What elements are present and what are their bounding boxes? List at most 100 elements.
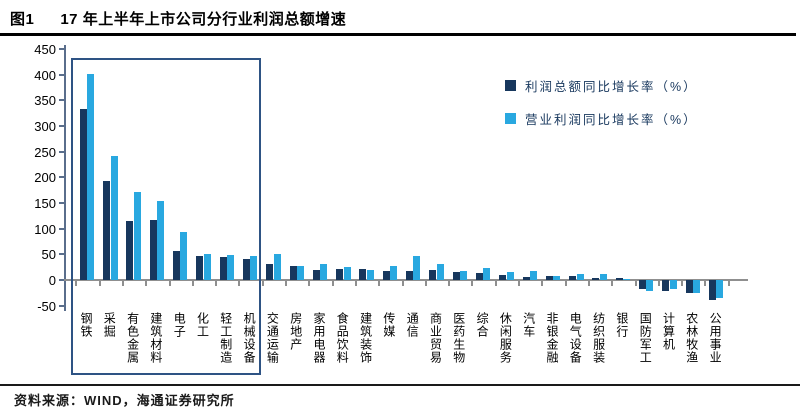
x-axis-tick-mark (168, 281, 171, 286)
category-label: 综合 (475, 312, 490, 338)
y-axis-tick-label: 150 (34, 196, 56, 211)
x-axis-tick-mark (401, 281, 404, 286)
figure-title: 图1 17 年上半年上市公司分行业利润总额增速 (10, 8, 790, 29)
y-axis-tick-mark (59, 150, 64, 153)
bar-profit-total (429, 270, 437, 280)
category-label: 通信 (405, 312, 420, 338)
bar-operating-profit (296, 266, 304, 280)
legend-item-operating-profit: 营业利润同比增长率（%） (505, 109, 698, 128)
legend-item-profit-total: 利润总额同比增长率（%） (505, 76, 698, 95)
bar-operating-profit (506, 272, 514, 280)
category-label: 国防军工 (638, 312, 653, 364)
category-label: 公用事业 (708, 312, 723, 364)
bar-profit-total (126, 220, 134, 280)
category-label: 纺织服装 (591, 312, 606, 364)
y-axis (64, 45, 66, 311)
category-label: 采掘 (102, 312, 117, 338)
x-axis-tick-mark (75, 281, 78, 286)
bar-profit-total (499, 274, 507, 280)
x-axis-tick-mark (657, 281, 660, 286)
x-axis-tick-mark (331, 281, 334, 286)
x-axis-tick-mark (471, 281, 474, 286)
bar-profit-total (592, 278, 600, 280)
bar-profit-total (545, 275, 553, 280)
y-axis-tick-mark (59, 73, 64, 76)
category-label: 食品饮料 (335, 312, 350, 364)
bar-operating-profit (273, 254, 281, 280)
y-axis-tick-label: 300 (34, 119, 56, 134)
bar-operating-profit (180, 231, 188, 280)
bar-operating-profit (460, 270, 467, 280)
source-text: 资料来源：WIND，海通证券研究所 (14, 393, 235, 407)
category-label: 非银金融 (545, 312, 559, 364)
figure-title-text: 17 年上半年上市公司分行业利润总额增速 (60, 11, 347, 28)
bar-profit-total (219, 257, 227, 280)
y-axis-tick-mark (59, 227, 64, 230)
x-axis-tick-mark (285, 281, 288, 286)
x-axis-tick-mark (378, 281, 381, 286)
bar-operating-profit (623, 278, 631, 280)
y-axis-tick-label: 200 (34, 170, 56, 186)
category-label: 银行 (614, 312, 629, 338)
x-axis-tick-mark (238, 281, 241, 286)
bar-profit-total (336, 269, 344, 280)
bar-operating-profit (436, 263, 444, 280)
y-axis-tick-mark (59, 48, 64, 50)
x-axis-tick-mark (354, 281, 357, 286)
x-axis-tick-mark (681, 281, 684, 286)
figure-number: 图1 (10, 11, 35, 28)
x-axis-tick-mark (564, 281, 567, 286)
bar-operating-profit (366, 269, 374, 280)
bar-profit-total (708, 280, 716, 300)
category-label: 机械设备 (242, 312, 257, 364)
category-label: 电气设备 (568, 312, 583, 364)
x-axis-tick-mark (215, 281, 218, 286)
y-axis-tick-label: 50 (41, 247, 56, 263)
category-label: 有色金属 (125, 312, 140, 364)
x-axis-tick-mark (611, 281, 614, 286)
category-label: 化工 (195, 312, 210, 338)
x-axis-tick-mark (634, 281, 637, 286)
category-label: 农林牧渔 (684, 312, 699, 364)
category-label: 电子 (172, 312, 187, 338)
x-axis-tick-mark (727, 281, 730, 286)
bar-profit-total (685, 280, 693, 293)
bar-profit-total (522, 276, 530, 280)
bar-operating-profit (693, 280, 700, 293)
y-axis-tick-label: 400 (34, 67, 56, 83)
bar-profit-total (149, 220, 157, 280)
category-label: 建筑装饰 (358, 312, 373, 364)
category-label: 传媒 (381, 312, 396, 338)
bar-operating-profit (413, 255, 421, 280)
bar-operating-profit (483, 268, 491, 280)
bar-operating-profit (669, 280, 677, 289)
bar-profit-total (569, 276, 577, 280)
x-axis-tick-mark (518, 281, 521, 286)
bar-operating-profit (227, 255, 234, 280)
bar-profit-total (359, 269, 367, 280)
y-axis-tick-label: 450 (34, 42, 56, 57)
y-axis-tick-label: 100 (34, 221, 56, 237)
y-axis-tick-label: -50 (37, 298, 56, 314)
x-axis-tick-mark (191, 281, 194, 286)
y-axis-tick-mark (59, 202, 64, 204)
bar-operating-profit (529, 271, 537, 280)
bar-operating-profit (203, 253, 211, 280)
chart-legend: 利润总额同比增长率（%） 营业利润同比增长率（%） (505, 76, 698, 142)
bar-operating-profit (553, 276, 561, 280)
bar-operating-profit (716, 280, 724, 298)
legend-swatch-dark-blue (505, 80, 516, 91)
category-label: 汽车 (521, 312, 536, 338)
bar-profit-total (79, 109, 87, 280)
bar-operating-profit (599, 274, 607, 280)
x-axis-tick-mark (494, 281, 497, 286)
bar-profit-total (289, 266, 297, 280)
legend-label: 营业利润同比增长率（%） (525, 113, 698, 127)
y-axis-tick-label: 350 (34, 93, 56, 109)
category-label: 建筑材料 (148, 312, 163, 364)
bar-profit-total (639, 280, 646, 289)
x-axis-tick-mark (704, 281, 707, 286)
bar-operating-profit (343, 266, 351, 280)
bar-operating-profit (250, 255, 258, 280)
